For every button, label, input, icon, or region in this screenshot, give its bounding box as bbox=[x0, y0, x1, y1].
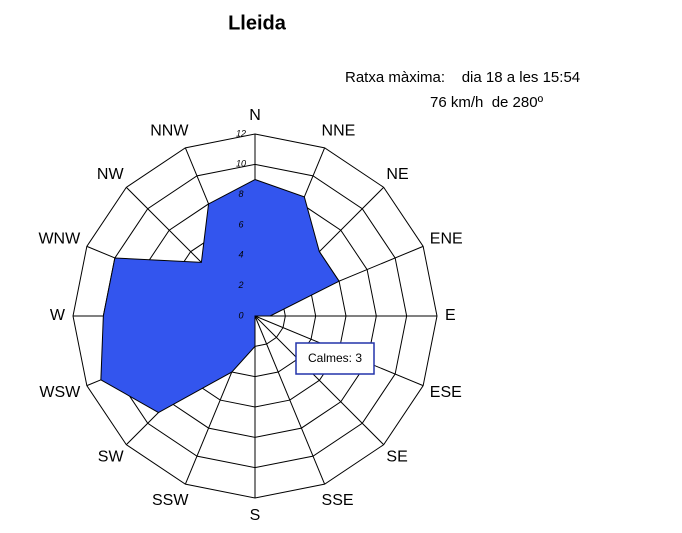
calms-box bbox=[295, 342, 375, 375]
spoke bbox=[254, 315, 385, 446]
direction-label: ESE bbox=[430, 384, 462, 401]
direction-label: NNE bbox=[322, 122, 356, 139]
r-tick-label: 2 bbox=[237, 280, 243, 290]
direction-label: WNW bbox=[38, 231, 81, 248]
annotation: Ratxa màxima: dia 18 a les 15:54 bbox=[345, 69, 580, 86]
direction-label: SSE bbox=[322, 492, 354, 509]
direction-label: E bbox=[445, 307, 456, 324]
r-tick-label: 12 bbox=[236, 128, 246, 138]
wind-area bbox=[100, 178, 340, 414]
r-tick-label: 6 bbox=[238, 219, 243, 229]
direction-label: NW bbox=[97, 166, 125, 183]
direction-label: NNW bbox=[150, 122, 189, 139]
chart-title: Lleida bbox=[228, 12, 287, 34]
direction-label: SE bbox=[386, 449, 407, 466]
direction-label: SSW bbox=[152, 492, 189, 509]
direction-label: WSW bbox=[39, 384, 81, 401]
annotation: Calmes: 3 bbox=[308, 351, 362, 365]
r-tick-label: 4 bbox=[238, 250, 243, 260]
r-tick-label: 8 bbox=[238, 189, 243, 199]
direction-label: ENE bbox=[430, 231, 463, 248]
direction-label: W bbox=[50, 307, 66, 324]
r-tick-label: 10 bbox=[236, 159, 246, 169]
direction-label: N bbox=[249, 107, 261, 124]
direction-label: SW bbox=[98, 449, 125, 466]
r-tick-label: 0 bbox=[238, 310, 243, 320]
annotation: 76 km/h de 280º bbox=[430, 94, 544, 111]
direction-label: NE bbox=[386, 166, 408, 183]
spoke bbox=[254, 315, 326, 485]
direction-label: S bbox=[250, 507, 261, 524]
